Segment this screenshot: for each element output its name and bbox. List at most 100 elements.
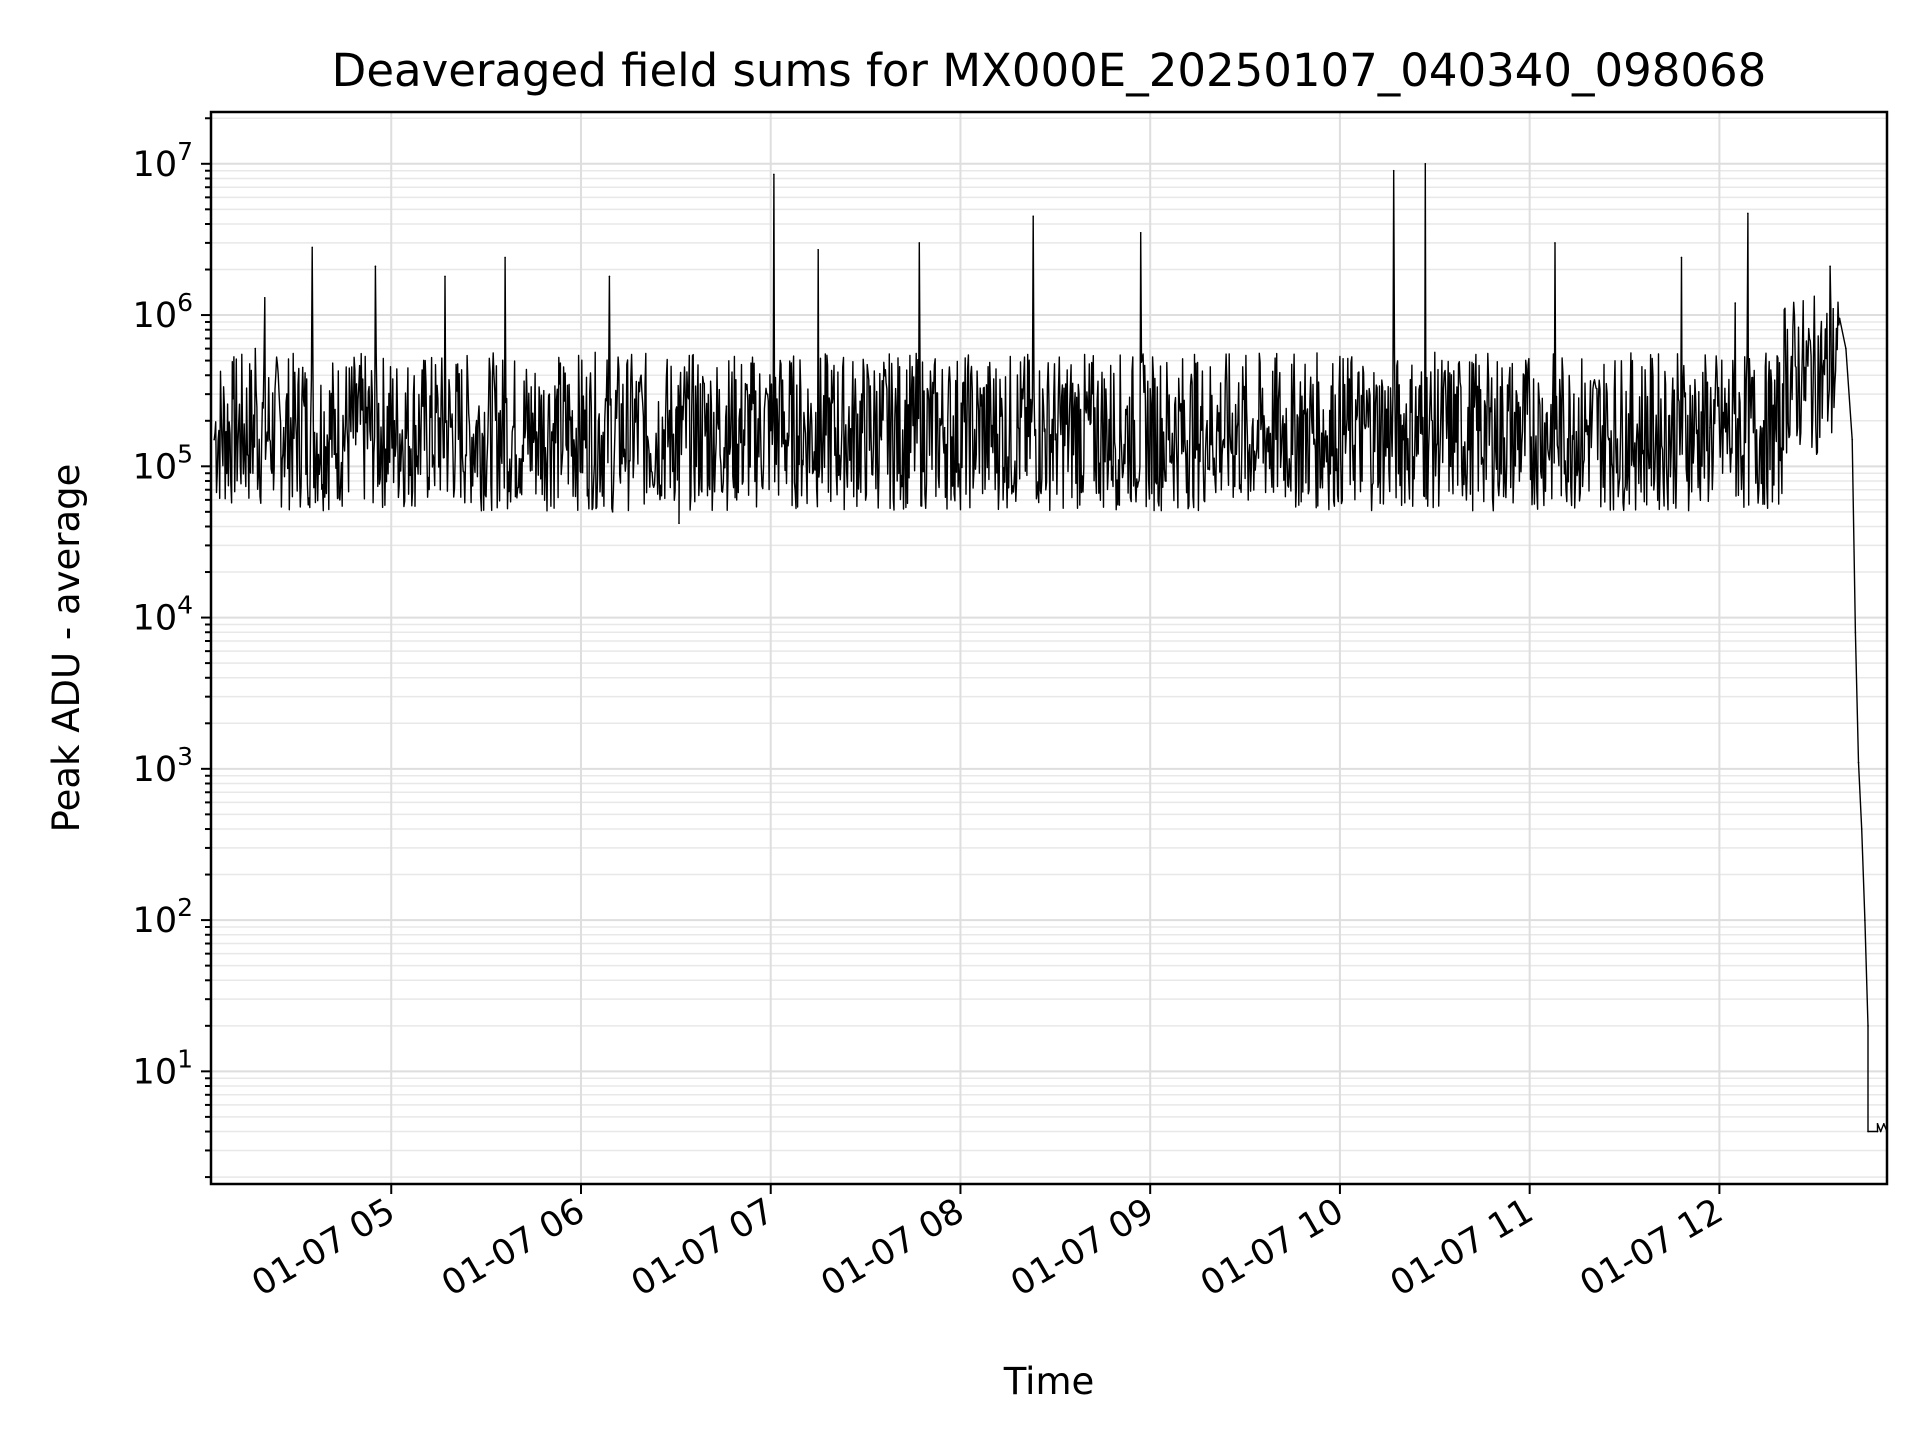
data-point (469, 459, 472, 461)
data-point (640, 374, 642, 377)
data-point (1860, 828, 1863, 830)
y-axis-title: Peak ADU - average (45, 464, 88, 833)
data-point (213, 438, 215, 441)
data-point (1851, 438, 1854, 441)
y-tick-labels: 101 102 103 104 105 106 107 (133, 137, 193, 1093)
data-point (1867, 1025, 1869, 1027)
data-point (817, 249, 819, 251)
data-point (1424, 162, 1427, 165)
y-tick-label: 102 (133, 893, 193, 941)
data-point (422, 405, 424, 407)
data-point (282, 426, 285, 429)
data-point (1747, 212, 1749, 215)
data-point (1867, 1130, 1869, 1133)
data-point (355, 383, 358, 385)
y-tick-label: 104 (133, 591, 193, 639)
data-point (1803, 366, 1806, 369)
data-point (1335, 448, 1338, 450)
data-point (1822, 359, 1825, 362)
data-point (1829, 265, 1831, 268)
data-point (1876, 1130, 1879, 1133)
data-point (374, 265, 377, 268)
data-point (1032, 215, 1034, 218)
chart-title: Deaveraged field sums for MX000E_2025010… (332, 44, 1767, 97)
data-point (1781, 383, 1784, 385)
data-point (975, 453, 978, 456)
data-point (1876, 1123, 1879, 1125)
y-tick-label: 103 (133, 742, 193, 790)
grid (211, 112, 1887, 1184)
data-point (1402, 438, 1404, 441)
data-point (1845, 347, 1847, 350)
data-point (301, 366, 304, 369)
data-point (943, 426, 946, 429)
data-point (263, 297, 266, 299)
data-point (393, 419, 396, 422)
plot-area (209, 110, 1889, 1186)
data-point (1247, 499, 1250, 501)
x-tick-label: 01-07 10 (1194, 1191, 1350, 1304)
x-tick-label: 01-07 11 (1384, 1191, 1540, 1304)
data-point (1139, 231, 1142, 234)
data-point (1832, 307, 1835, 310)
data-point (611, 511, 614, 513)
x-tick-label: 01-07 12 (1574, 1191, 1730, 1304)
data-point (1680, 256, 1683, 259)
data-point (1883, 1123, 1885, 1125)
data-point (880, 438, 883, 441)
x-tick-label: 01-07 07 (625, 1191, 781, 1304)
x-tick-label: 01-07 08 (815, 1191, 971, 1304)
data-point (1734, 302, 1737, 304)
data-point (444, 275, 446, 278)
data-point (254, 347, 257, 350)
series-line (213, 163, 1888, 1133)
data-point (583, 438, 585, 441)
data-point (1879, 1130, 1882, 1133)
data-point (848, 459, 851, 461)
data-point (333, 453, 336, 456)
data-point (1607, 438, 1610, 441)
y-tick-label: 101 (133, 1044, 193, 1092)
data-point (1762, 419, 1765, 422)
data-point (1392, 169, 1395, 172)
data-point (1709, 426, 1711, 429)
data-point (1165, 480, 1167, 482)
data-point (1361, 480, 1363, 482)
data-point (311, 246, 313, 249)
data-point (504, 256, 506, 259)
data-point (1573, 393, 1575, 395)
data-point (678, 419, 680, 422)
data-point (1054, 438, 1057, 441)
data-point (766, 393, 769, 395)
data-point (1291, 453, 1294, 456)
y-tick-label: 107 (133, 137, 193, 185)
data-point (1449, 465, 1452, 468)
x-tick-labels: 01-07 05 01-07 06 01-07 07 01-07 08 01-07 09… (245, 1191, 1729, 1304)
x-tick-label: 01-07 06 (435, 1191, 591, 1304)
data-point (1639, 453, 1642, 456)
x-tick-label: 01-07 09 (1004, 1191, 1160, 1304)
data-point (918, 242, 921, 244)
x-tick-label: 01-07 05 (245, 1191, 401, 1304)
data-point (1513, 472, 1515, 475)
data-point (1117, 459, 1120, 461)
data-point (1857, 761, 1860, 764)
data-point (1864, 919, 1866, 921)
data-point (779, 359, 782, 362)
x-axis-title: Time (1003, 1360, 1095, 1403)
data-point (232, 397, 234, 400)
data-point (1838, 317, 1841, 320)
y-tick-label: 106 (133, 288, 193, 336)
y-tick-label: 105 (133, 439, 193, 487)
data-point (1206, 419, 1208, 422)
data-point (678, 522, 680, 525)
data-point (1484, 405, 1487, 407)
data-point (608, 275, 611, 278)
data-point (548, 393, 551, 395)
series-layer (213, 162, 1888, 1133)
data-point (1854, 631, 1857, 634)
data-point (773, 173, 775, 176)
data-point (725, 405, 728, 407)
